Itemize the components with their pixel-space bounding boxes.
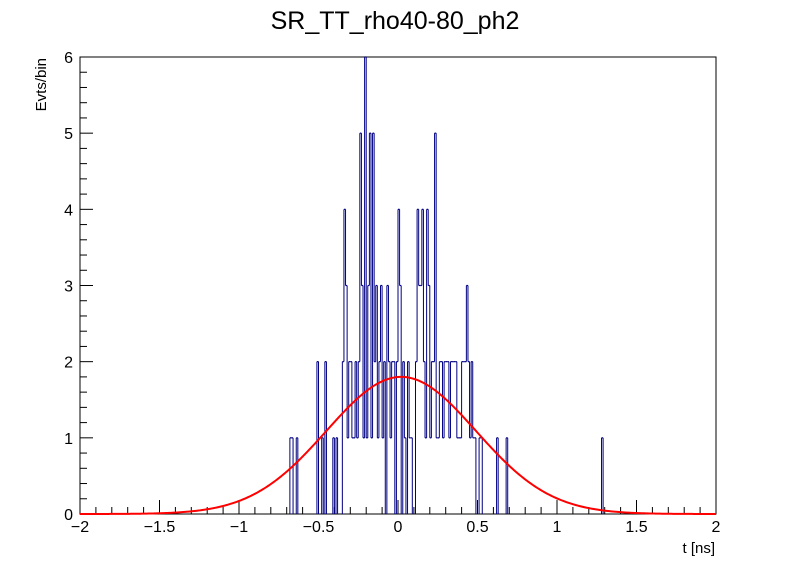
- x-tick-label: −0.5: [303, 519, 335, 536]
- fit-curve: [80, 375, 716, 515]
- y-axis-label: Evts/bin: [33, 58, 50, 111]
- x-axis-label: t [ns]: [682, 540, 715, 557]
- y-tick-label: 4: [64, 202, 73, 219]
- x-tick-label: 0: [394, 519, 403, 536]
- y-tick-label: 0: [64, 507, 73, 524]
- y-axis-ticks: 0 1 2 3 4 5 6: [64, 50, 93, 524]
- y-tick-label: 5: [64, 126, 73, 143]
- x-tick-label: 2: [712, 519, 721, 536]
- x-axis-ticks: −2 −1.5 −1 −0.5 0 0.5 1 1.5 2: [71, 500, 721, 536]
- y-tick-label: 1: [64, 431, 73, 448]
- histogram-bins: [289, 56, 604, 514]
- fit-curve-layer: [80, 375, 716, 515]
- x-tick-label: −1: [230, 519, 248, 536]
- y-tick-label: 3: [64, 279, 73, 296]
- x-tick-label: −2: [71, 519, 89, 536]
- x-tick-label: 0.5: [466, 519, 488, 536]
- y-tick-label: 6: [64, 50, 73, 67]
- chart-title: SR_TT_rho40-80_ph2: [271, 7, 520, 35]
- x-tick-label: −1.5: [144, 519, 176, 536]
- x-tick-label: 1.5: [625, 519, 647, 536]
- y-tick-label: 2: [64, 355, 73, 372]
- x-tick-label: 1: [553, 519, 562, 536]
